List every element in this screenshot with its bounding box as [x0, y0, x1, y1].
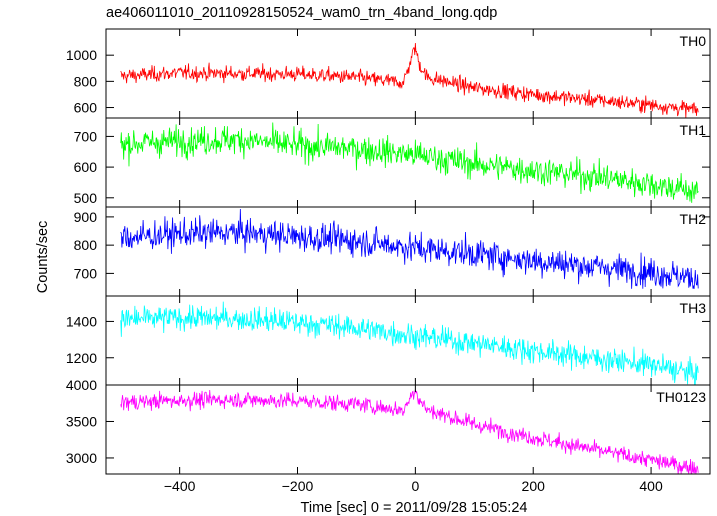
panel-label-th0123: TH0123 [656, 389, 706, 405]
panel-label-th0: TH0 [680, 33, 707, 49]
x-tick-label: 200 [522, 478, 546, 494]
panel-frame-th0123 [105, 384, 711, 475]
y-tick-label: 4000 [66, 377, 97, 393]
y-tick-label: 3500 [66, 413, 97, 429]
y-tick-label: 800 [74, 73, 98, 89]
panel-label-th3: TH3 [680, 300, 707, 316]
chart-title: ae406011010_20110928150524_wam0_trn_4ban… [106, 5, 497, 21]
series-line-th2 [120, 209, 699, 289]
x-tick-label: −200 [282, 478, 314, 494]
y-tick-label: 1400 [66, 313, 97, 329]
y-tick-label: 600 [74, 100, 98, 116]
y-tick-label: 800 [74, 237, 98, 253]
panel-label-th1: TH1 [680, 122, 707, 138]
y-tick-label: 500 [74, 190, 98, 206]
y-tick-label: 600 [74, 159, 98, 175]
panel-frame-th3 [105, 295, 711, 386]
x-tick-label: 0 [411, 478, 419, 494]
x-tick-label: 400 [639, 478, 663, 494]
panels-group: TH0 600 800 1000 TH1 500 600 700 TH2 700 800 900 TH3… [66, 28, 711, 494]
series-line-th1 [120, 122, 699, 203]
x-axis-label: Time [sec] 0 = 2011/09/28 15:05:24 [301, 500, 528, 516]
panel-frame-th1 [105, 117, 711, 208]
y-axis-label: Counts/sec [35, 221, 51, 294]
series-line-th0 [120, 43, 699, 118]
panel-label-th2: TH2 [680, 211, 707, 227]
y-tick-label: 1000 [66, 47, 97, 63]
y-tick-label: 700 [74, 265, 98, 281]
series-line-th0123 [120, 389, 699, 474]
series-line-th3 [120, 301, 699, 385]
y-tick-label: 3000 [66, 450, 97, 466]
x-tick-label: −400 [164, 478, 196, 494]
y-tick-label: 700 [74, 128, 98, 144]
y-tick-label: 900 [74, 209, 98, 225]
y-tick-label: 1200 [66, 350, 97, 366]
